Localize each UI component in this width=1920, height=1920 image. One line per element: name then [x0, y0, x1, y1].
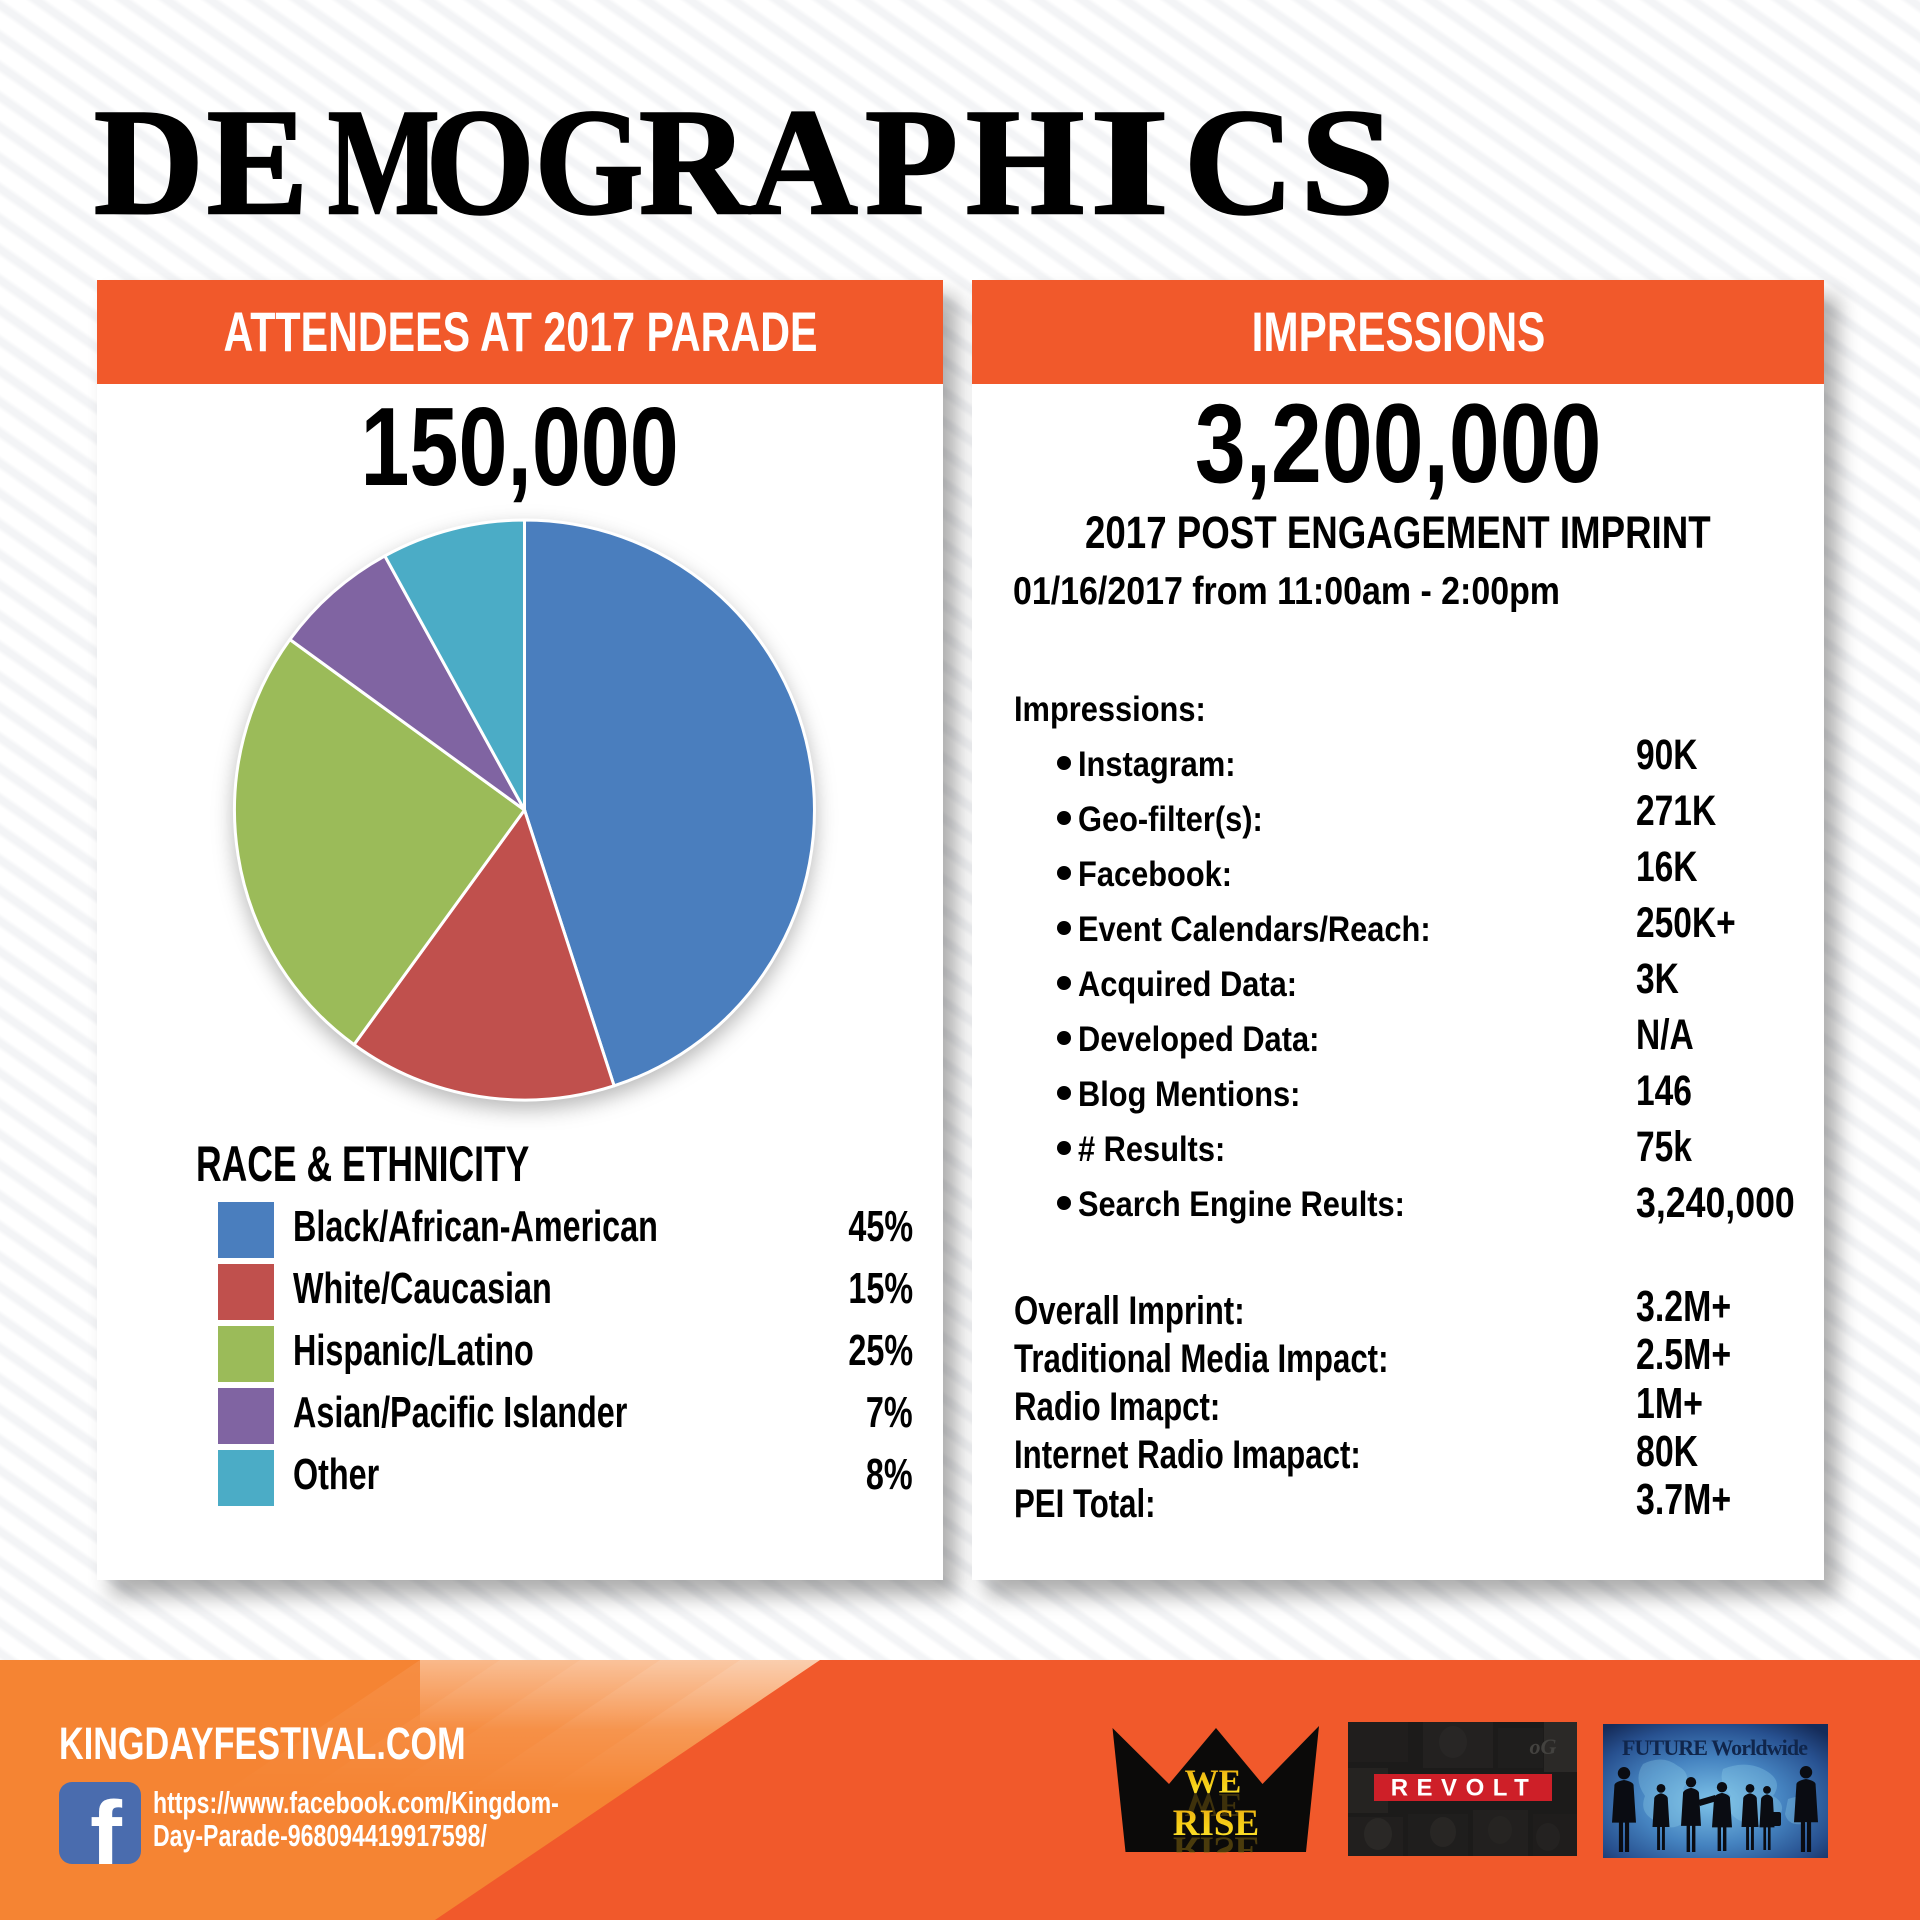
svg-text:RISE: RISE — [1173, 1803, 1259, 1844]
svg-text:WE: WE — [1185, 1764, 1242, 1801]
svg-text:WE: WE — [1185, 1786, 1242, 1823]
svg-text:oG: oG — [1530, 1734, 1557, 1759]
svg-text:FUTURE Worldwide: FUTURE Worldwide — [1622, 1735, 1808, 1760]
svg-text:f: f — [90, 1782, 123, 1864]
svg-text:RISE: RISE — [1173, 1829, 1259, 1854]
svg-text:REVOLT: REVOLT — [1391, 1775, 1538, 1802]
